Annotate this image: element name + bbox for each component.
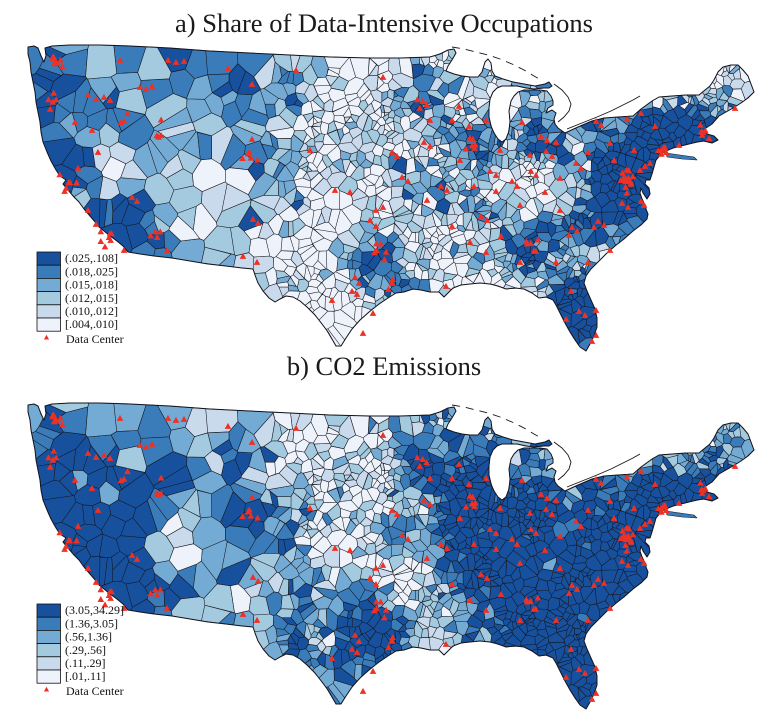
svg-text:(3.05,34.29]: (3.05,34.29] xyxy=(65,603,124,617)
svg-text:(.010,.012]: (.010,.012] xyxy=(65,304,118,318)
svg-text:(.29,.56]: (.29,.56] xyxy=(65,643,106,657)
svg-text:(.11,.29]: (.11,.29] xyxy=(65,656,106,670)
svg-text:[.01,.11]: [.01,.11] xyxy=(65,669,106,683)
svg-text:(.018,.025]: (.018,.025] xyxy=(65,264,118,278)
svg-text:Data Center: Data Center xyxy=(66,684,124,698)
svg-text:(1.36,3.05]: (1.36,3.05] xyxy=(65,616,118,630)
svg-text:Data Center: Data Center xyxy=(66,332,124,346)
svg-text:(.012,.015]: (.012,.015] xyxy=(65,291,118,305)
svg-text:[.004,.010]: [.004,.010] xyxy=(65,317,118,331)
svg-text:(.56,1.36]: (.56,1.36] xyxy=(65,630,112,644)
svg-text:(.015,.018]: (.015,.018] xyxy=(65,278,118,292)
svg-text:(.025,.108]: (.025,.108] xyxy=(65,251,118,265)
